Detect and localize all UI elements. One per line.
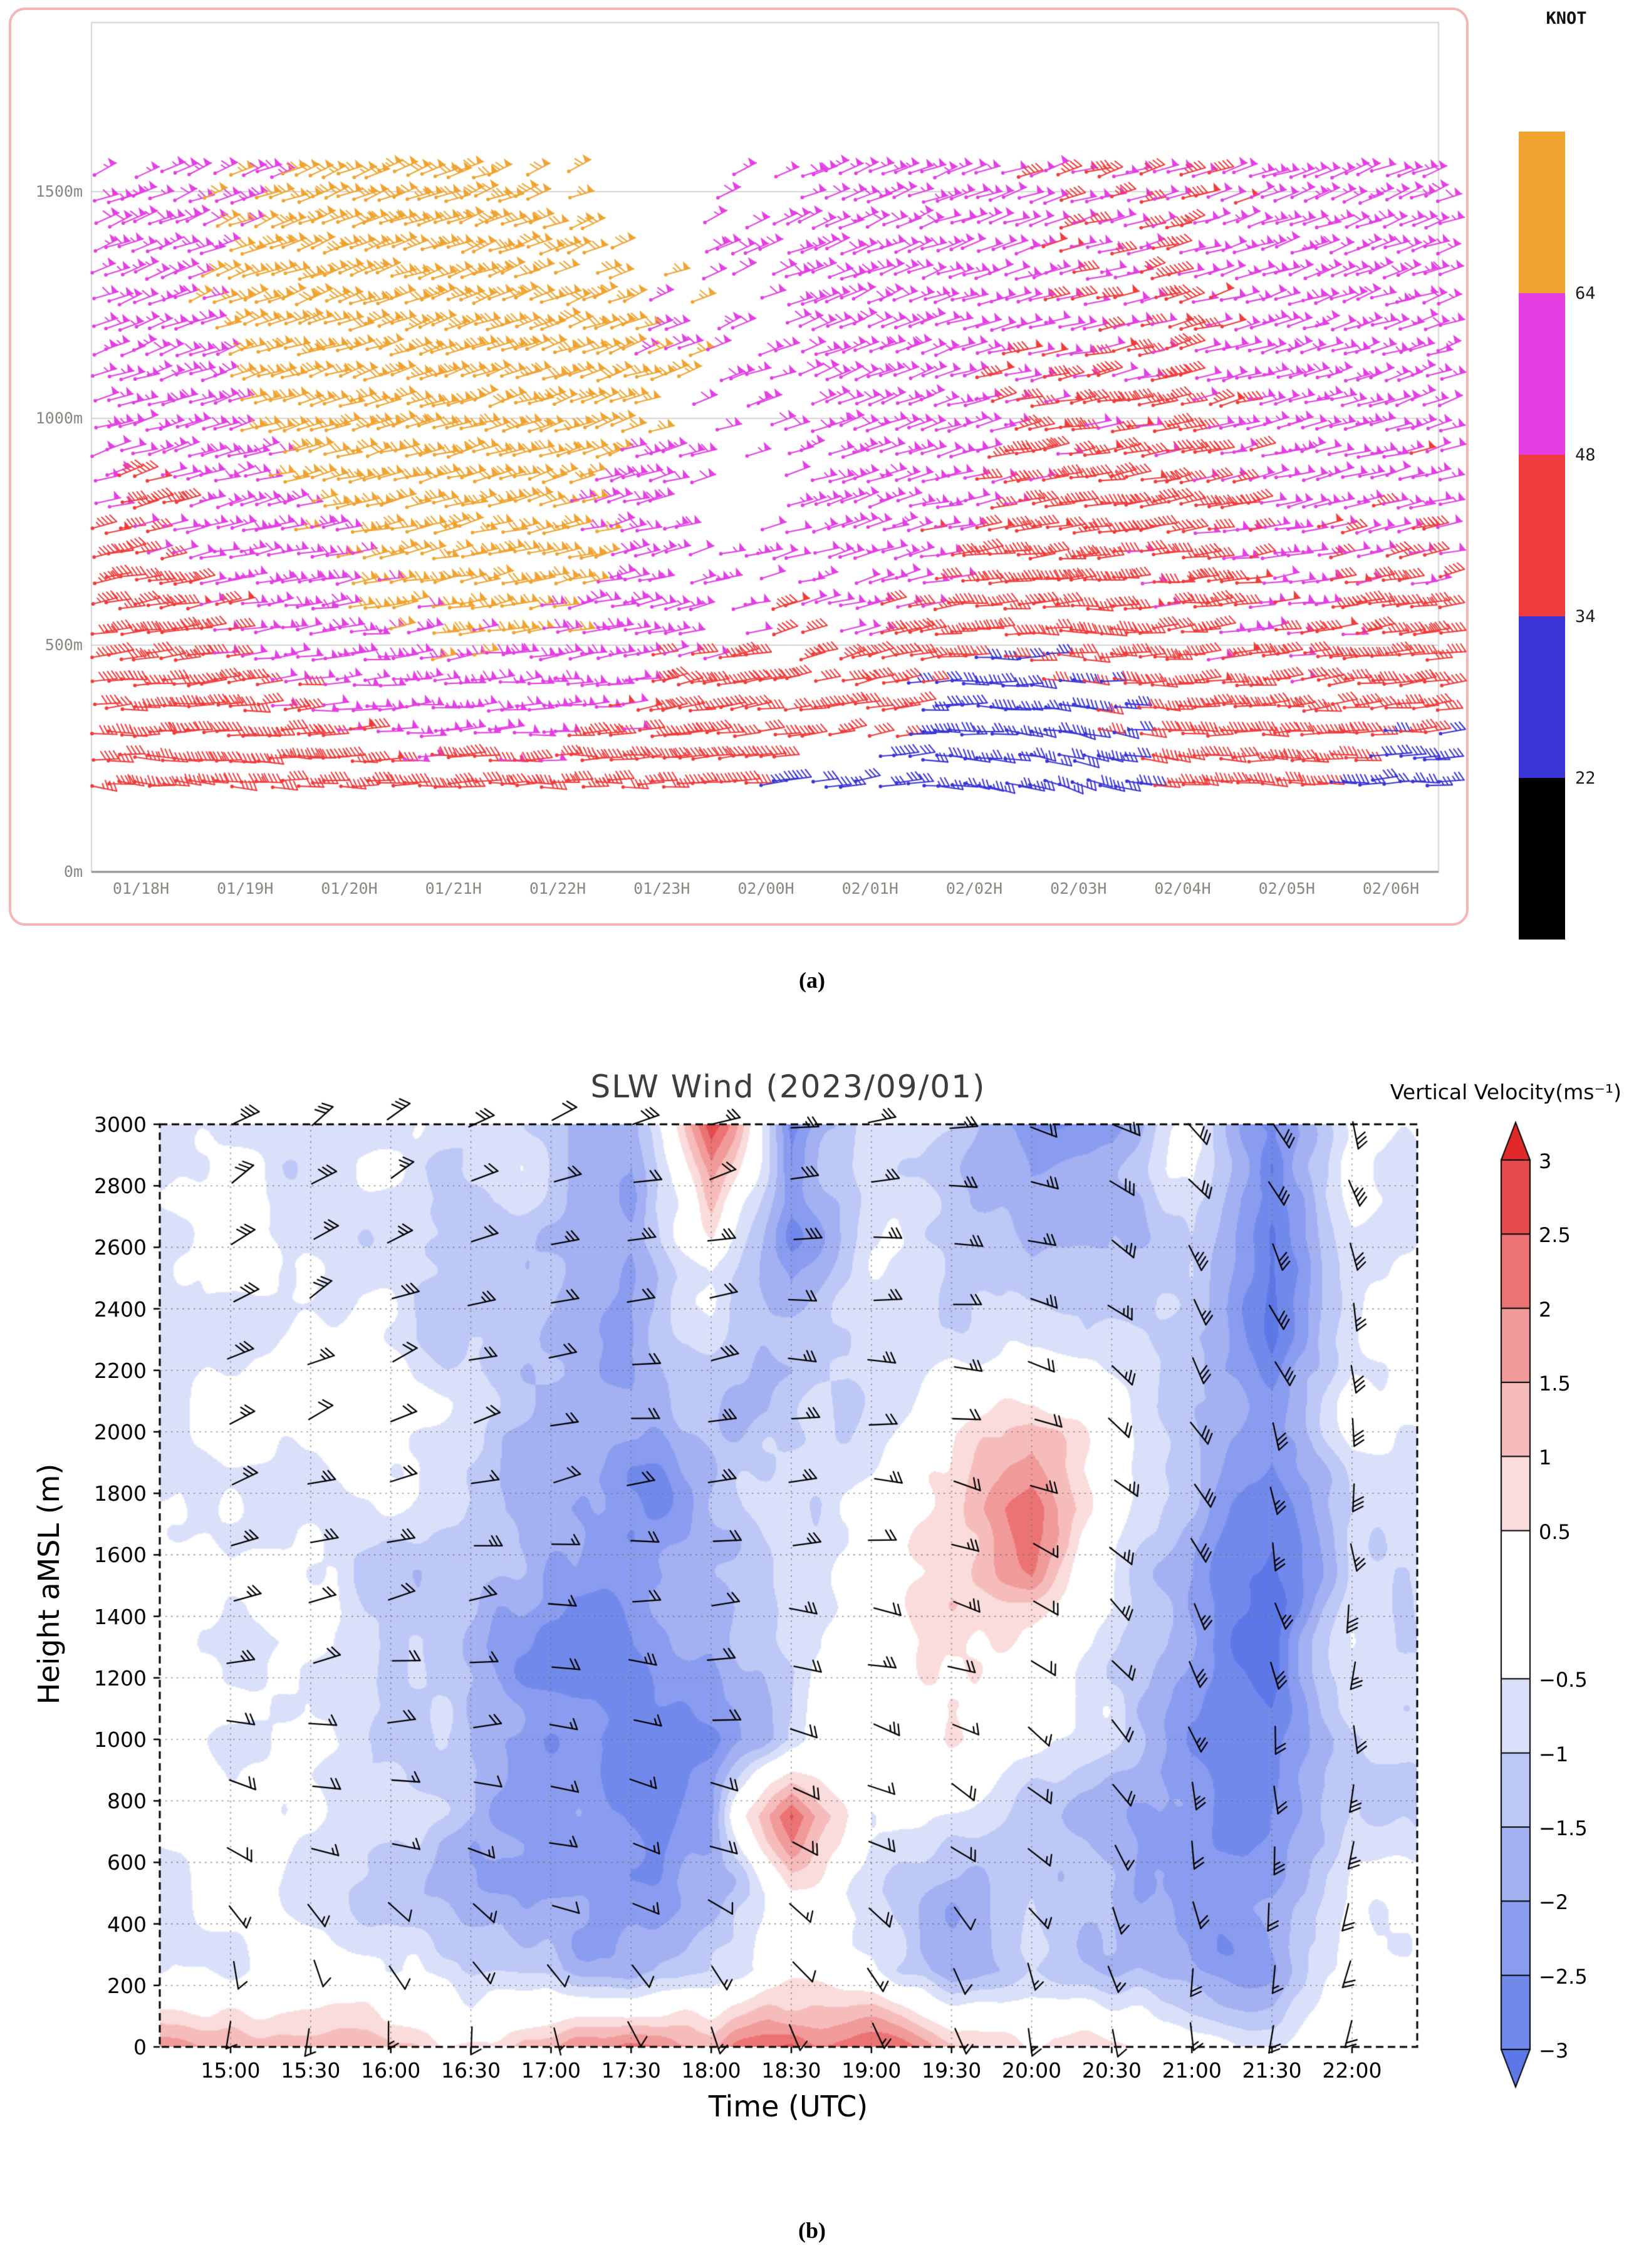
chart-b-x-tick-label: 18:30 — [761, 2058, 821, 2083]
knot-colorbar-tick-label: 48 — [1575, 445, 1596, 465]
panel-a-caption: (a) — [799, 968, 825, 993]
chart-b-colorbar-tick-label: 2.5 — [1539, 1223, 1571, 1248]
chart-a-x-tick-label: 02/02H — [945, 879, 1003, 898]
chart-b-y-tick-label: 2400 — [94, 1297, 147, 1322]
chart-b-y-tick-label: 1400 — [94, 1604, 147, 1629]
chart-b-colorbar-tick-label: 1 — [1539, 1446, 1552, 1470]
chart-a-x-tick-label: 02/06H — [1362, 879, 1420, 898]
chart-b-colorbar-tick-label: −2.5 — [1539, 1964, 1588, 1989]
chart-b-x-tick-label: 15:30 — [281, 2058, 341, 2083]
chart-b-x-tick-label: 17:00 — [521, 2058, 581, 2083]
chart-b-x-tick-label: 22:00 — [1322, 2058, 1382, 2083]
chart-b-x-tick-label: 18:00 — [681, 2058, 741, 2083]
chart-a-x-tick-label: 02/03H — [1050, 879, 1107, 898]
knot-colorbar-segment — [1519, 778, 1565, 940]
chart-b-colorbar-tick-label: −1 — [1539, 1742, 1569, 1766]
chart-a-y-tick-label: 0m — [63, 862, 83, 881]
chart-b-y-tick-label: 1000 — [94, 1727, 147, 1752]
chart-b-x-tick-label: 21:30 — [1242, 2058, 1302, 2083]
chart-b-x-tick-label: 20:00 — [1002, 2058, 1062, 2083]
chart-a-x-tick-label: 02/05H — [1258, 879, 1315, 898]
chart-b-xlabel: Time (UTC) — [708, 2089, 868, 2123]
chart-b-colorbar-tick-label: 2 — [1539, 1297, 1552, 1322]
chart-a-y-tick-label: 1000m — [35, 409, 83, 427]
chart-a-x-tick-label: 02/01H — [841, 879, 898, 898]
chart-a-x-tick-label: 01/21H — [425, 879, 482, 898]
chart-b-colorbar-tick-label: 1.5 — [1539, 1372, 1571, 1395]
chart-b-colorbar-tick-label: −1.5 — [1539, 1816, 1588, 1840]
chart-b-y-tick-label: 400 — [107, 1912, 147, 1937]
chart-b-colorbar-tick-label: −3 — [1539, 2039, 1569, 2063]
panel-b-caption: (b) — [798, 2218, 826, 2243]
knot-colorbar-segment — [1519, 132, 1565, 293]
chart-b-x-tick-label: 20:30 — [1081, 2058, 1142, 2083]
chart-b-y-tick-label: 200 — [107, 1973, 147, 1998]
chart-a-x-tick-label: 01/22H — [529, 879, 586, 898]
chart-b-colorbar-tick-label: 0.5 — [1539, 1520, 1571, 1544]
chart-b-x-tick-label: 15:00 — [200, 2058, 261, 2083]
chart-b-y-tick-label: 1200 — [94, 1665, 147, 1691]
chart-b-y-tick-label: 1800 — [94, 1481, 147, 1506]
chart-a-x-tick-label: 01/19H — [217, 879, 274, 898]
wind-barb-contour-chart-b — [0, 1065, 1629, 2142]
chart-b-x-tick-label: 16:30 — [441, 2058, 501, 2083]
chart-b-x-tick-label: 17:30 — [601, 2058, 661, 2083]
chart-a-x-tick-label: 02/00H — [737, 879, 794, 898]
chart-b-colorbar-tick-label: −2 — [1539, 1890, 1569, 1915]
chart-b-y-tick-label: 0 — [133, 2035, 147, 2059]
knot-colorbar-segment — [1519, 616, 1565, 778]
chart-b-colorbar-tick-label: 3 — [1539, 1149, 1552, 1173]
chart-b-x-tick-label: 16:00 — [361, 2058, 421, 2083]
chart-a-x-tick-label: 02/04H — [1154, 879, 1211, 898]
chart-b-x-tick-label: 21:00 — [1162, 2058, 1222, 2083]
chart-b-y-tick-label: 2200 — [94, 1358, 147, 1383]
knot-colorbar-tick-label: 22 — [1575, 769, 1596, 788]
chart-b-y-tick-label: 800 — [107, 1789, 147, 1814]
chart-b-x-tick-label: 19:00 — [841, 2058, 902, 2083]
chart-a-x-tick-label: 01/20H — [321, 879, 378, 898]
chart-b-y-tick-label: 2000 — [94, 1420, 147, 1444]
chart-b-y-tick-label: 2600 — [94, 1235, 147, 1260]
chart-b-colorbar-tick-label: −0.5 — [1539, 1668, 1588, 1692]
chart-b-y-tick-label: 1600 — [94, 1543, 147, 1568]
chart-a-x-tick-label: 01/23H — [633, 879, 690, 898]
chart-a-y-tick-label: 500m — [44, 636, 83, 654]
chart-a-x-tick-label: 01/18H — [112, 879, 170, 898]
chart-a-y-tick-label: 1500m — [35, 182, 83, 200]
knot-colorbar-segment — [1519, 455, 1565, 616]
chart-b-x-tick-label: 19:30 — [922, 2058, 982, 2083]
knot-colorbar-title: KNOT — [1546, 9, 1587, 28]
wind-barb-chart-a — [0, 0, 1629, 952]
knot-colorbar-tick-label: 64 — [1575, 284, 1596, 303]
chart-b-y-tick-label: 3000 — [94, 1112, 147, 1137]
chart-b-y-tick-label: 2800 — [94, 1174, 147, 1199]
chart-b-y-tick-label: 600 — [107, 1850, 147, 1875]
knot-colorbar-segment — [1519, 293, 1565, 455]
knot-colorbar-tick-label: 34 — [1575, 607, 1596, 626]
